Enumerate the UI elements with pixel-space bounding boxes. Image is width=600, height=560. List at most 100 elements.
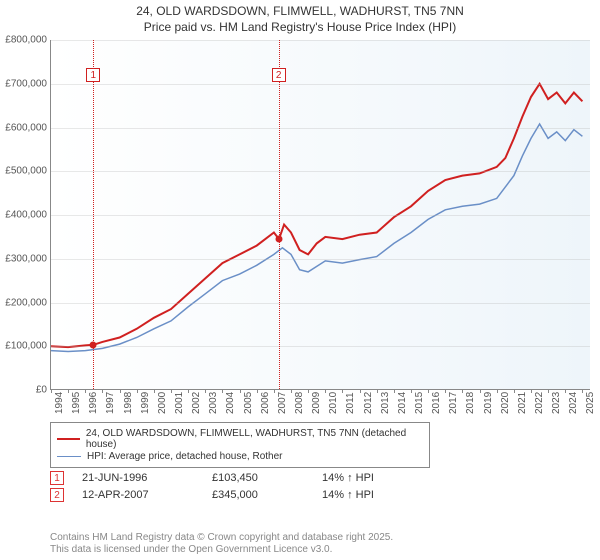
legend-swatch bbox=[57, 438, 80, 440]
x-tick bbox=[360, 389, 361, 393]
x-axis-label: 2025 bbox=[585, 392, 596, 414]
x-axis-label: 2002 bbox=[191, 392, 202, 414]
y-gridline bbox=[51, 215, 590, 216]
y-gridline bbox=[51, 40, 590, 41]
x-axis-label: 2023 bbox=[551, 392, 562, 414]
x-axis-label: 2018 bbox=[465, 392, 476, 414]
x-axis-label: 1997 bbox=[105, 392, 116, 414]
x-axis-label: 2010 bbox=[328, 392, 339, 414]
y-axis-label: £600,000 bbox=[3, 122, 47, 133]
y-axis-label: £400,000 bbox=[3, 210, 47, 221]
attribution-line-2: This data is licensed under the Open Gov… bbox=[50, 544, 393, 556]
marker-vline-2 bbox=[279, 40, 280, 389]
x-tick bbox=[582, 389, 583, 393]
legend-label: HPI: Average price, detached house, Roth… bbox=[87, 451, 283, 462]
x-axis-label: 1994 bbox=[54, 392, 65, 414]
y-axis-label: £100,000 bbox=[3, 341, 47, 352]
legend-item: 24, OLD WARDSDOWN, FLIMWELL, WADHURST, T… bbox=[57, 428, 423, 450]
transaction-marker: 1 bbox=[50, 471, 64, 485]
x-tick bbox=[68, 389, 69, 393]
x-axis-label: 1996 bbox=[88, 392, 99, 414]
x-axis-label: 2012 bbox=[363, 392, 374, 414]
x-tick bbox=[120, 389, 121, 393]
x-tick bbox=[188, 389, 189, 393]
marker-dot-1 bbox=[90, 341, 97, 348]
transaction-table: 1 21-JUN-1996£103,45014% ↑ HPI 2 12-APR-200… bbox=[50, 468, 580, 505]
x-tick bbox=[445, 389, 446, 393]
series-line-hpi bbox=[51, 124, 582, 352]
y-axis-label: £300,000 bbox=[3, 253, 47, 264]
title-line-2: Price paid vs. HM Land Registry's House … bbox=[0, 20, 600, 36]
x-axis-label: 2003 bbox=[208, 392, 219, 414]
transaction-pct: 14% ↑ HPI bbox=[322, 472, 442, 484]
transaction-row: 1 21-JUN-1996£103,45014% ↑ HPI bbox=[50, 471, 580, 485]
transaction-row: 2 12-APR-2007£345,00014% ↑ HPI bbox=[50, 488, 580, 502]
marker-dot-2 bbox=[275, 236, 282, 243]
x-tick bbox=[222, 389, 223, 393]
transaction-date: 21-JUN-1996 bbox=[82, 472, 212, 484]
attribution-line-1: Contains HM Land Registry data © Crown c… bbox=[50, 532, 393, 544]
x-tick bbox=[428, 389, 429, 393]
x-tick bbox=[205, 389, 206, 393]
x-tick bbox=[308, 389, 309, 393]
legend-swatch bbox=[57, 456, 81, 457]
x-tick bbox=[257, 389, 258, 393]
x-tick bbox=[240, 389, 241, 393]
y-axis-label: £200,000 bbox=[3, 297, 47, 308]
x-tick bbox=[291, 389, 292, 393]
x-tick bbox=[565, 389, 566, 393]
x-axis-label: 2009 bbox=[311, 392, 322, 414]
x-axis-label: 2008 bbox=[294, 392, 305, 414]
transaction-pct: 14% ↑ HPI bbox=[322, 489, 442, 501]
x-tick bbox=[154, 389, 155, 393]
y-axis-label: £800,000 bbox=[3, 35, 47, 46]
y-axis-label: £0 bbox=[3, 385, 47, 396]
y-gridline bbox=[51, 303, 590, 304]
y-axis-label: £700,000 bbox=[3, 78, 47, 89]
x-axis-label: 2004 bbox=[225, 392, 236, 414]
x-axis-label: 2015 bbox=[414, 392, 425, 414]
transaction-date: 12-APR-2007 bbox=[82, 489, 212, 501]
x-tick bbox=[102, 389, 103, 393]
x-tick bbox=[137, 389, 138, 393]
legend-label: 24, OLD WARDSDOWN, FLIMWELL, WADHURST, T… bbox=[86, 428, 423, 450]
x-tick bbox=[51, 389, 52, 393]
y-gridline bbox=[51, 171, 590, 172]
x-axis-label: 2022 bbox=[534, 392, 545, 414]
x-tick bbox=[531, 389, 532, 393]
x-axis-label: 1999 bbox=[140, 392, 151, 414]
marker-vline-1 bbox=[93, 40, 94, 389]
transaction-price: £345,000 bbox=[212, 489, 322, 501]
x-axis-label: 2005 bbox=[243, 392, 254, 414]
x-tick bbox=[411, 389, 412, 393]
x-axis-label: 1998 bbox=[123, 392, 134, 414]
x-tick bbox=[497, 389, 498, 393]
x-axis-label: 2017 bbox=[448, 392, 459, 414]
x-tick bbox=[394, 389, 395, 393]
x-axis-label: 2024 bbox=[568, 392, 579, 414]
marker-box-1: 1 bbox=[86, 68, 100, 82]
x-tick bbox=[480, 389, 481, 393]
x-axis-label: 1995 bbox=[71, 392, 82, 414]
x-tick bbox=[342, 389, 343, 393]
y-axis-label: £500,000 bbox=[3, 166, 47, 177]
marker-box-2: 2 bbox=[272, 68, 286, 82]
x-tick bbox=[377, 389, 378, 393]
title-block: 24, OLD WARDSDOWN, FLIMWELL, WADHURST, T… bbox=[0, 0, 600, 37]
x-tick bbox=[514, 389, 515, 393]
x-tick bbox=[548, 389, 549, 393]
transaction-price: £103,450 bbox=[212, 472, 322, 484]
attribution: Contains HM Land Registry data © Crown c… bbox=[50, 532, 393, 556]
legend-item: HPI: Average price, detached house, Roth… bbox=[57, 451, 423, 462]
legend-box: 24, OLD WARDSDOWN, FLIMWELL, WADHURST, T… bbox=[50, 422, 430, 468]
x-axis-label: 2006 bbox=[260, 392, 271, 414]
title-line-1: 24, OLD WARDSDOWN, FLIMWELL, WADHURST, T… bbox=[0, 4, 600, 20]
y-gridline bbox=[51, 259, 590, 260]
x-axis-label: 2020 bbox=[500, 392, 511, 414]
transaction-marker: 2 bbox=[50, 488, 64, 502]
y-gridline bbox=[51, 346, 590, 347]
x-tick bbox=[462, 389, 463, 393]
y-gridline bbox=[51, 128, 590, 129]
x-axis-label: 2016 bbox=[431, 392, 442, 414]
x-tick bbox=[325, 389, 326, 393]
